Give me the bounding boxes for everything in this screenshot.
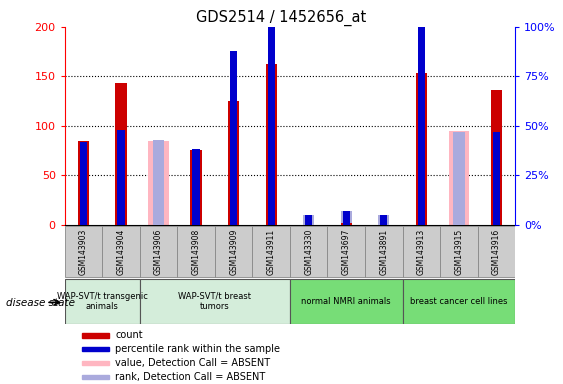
Text: rank, Detection Call = ABSENT: rank, Detection Call = ABSENT (115, 372, 266, 382)
Bar (140, 226, 177, 277)
Text: WAP-SVT/t breast
tumors: WAP-SVT/t breast tumors (178, 292, 251, 311)
Bar (290, 226, 328, 277)
Bar (415, 73, 427, 225)
Text: breast cancer cell lines: breast cancer cell lines (410, 297, 508, 306)
Text: count: count (115, 330, 143, 340)
Bar (102, 226, 140, 277)
Bar (403, 279, 515, 324)
Text: GSM143908: GSM143908 (191, 228, 200, 275)
Text: percentile rank within the sample: percentile rank within the sample (115, 344, 280, 354)
Text: GSM143909: GSM143909 (229, 228, 238, 275)
Bar (303, 215, 314, 225)
Bar (82, 347, 109, 351)
Bar (118, 130, 124, 225)
Bar (177, 226, 215, 277)
Bar (148, 141, 169, 225)
Bar (341, 211, 352, 225)
Text: GSM143903: GSM143903 (79, 228, 88, 275)
Bar (215, 226, 252, 277)
Text: WAP-SVT/t transgenic
animals: WAP-SVT/t transgenic animals (57, 292, 148, 311)
Bar (343, 211, 350, 225)
Bar (230, 51, 237, 225)
Bar (477, 226, 515, 277)
Bar (78, 141, 89, 225)
Bar (290, 279, 403, 324)
Text: GSM143916: GSM143916 (492, 228, 501, 275)
Bar (328, 226, 365, 277)
Bar (115, 83, 127, 225)
Bar (365, 226, 403, 277)
Bar (267, 17, 275, 225)
Bar (252, 226, 290, 277)
Bar (82, 361, 109, 365)
Text: value, Detection Call = ABSENT: value, Detection Call = ABSENT (115, 358, 271, 368)
Text: disease state: disease state (6, 298, 75, 308)
Bar (341, 223, 352, 225)
Bar (80, 142, 87, 225)
Text: GSM143915: GSM143915 (454, 228, 463, 275)
Bar (378, 215, 390, 225)
Bar (403, 226, 440, 277)
Text: GSM143330: GSM143330 (304, 228, 313, 275)
Text: GSM143891: GSM143891 (379, 228, 388, 275)
Bar (305, 215, 312, 225)
Bar (440, 226, 477, 277)
Bar (491, 90, 502, 225)
Text: GSM143913: GSM143913 (417, 228, 426, 275)
Bar (418, 25, 425, 225)
Bar (82, 375, 109, 379)
Bar (65, 279, 140, 324)
Bar (449, 131, 469, 225)
Text: GDS2514 / 1452656_at: GDS2514 / 1452656_at (196, 10, 367, 26)
Text: GSM143904: GSM143904 (117, 228, 126, 275)
Bar (65, 226, 102, 277)
Bar (193, 149, 200, 225)
Bar (140, 279, 290, 324)
Bar (82, 333, 109, 338)
Bar (266, 65, 277, 225)
Text: GSM143911: GSM143911 (267, 228, 276, 275)
Bar (228, 101, 239, 225)
Bar (153, 140, 164, 225)
Bar (453, 132, 464, 225)
Text: normal NMRI animals: normal NMRI animals (301, 297, 391, 306)
Bar (190, 151, 202, 225)
Bar (380, 215, 387, 225)
Text: GSM143906: GSM143906 (154, 228, 163, 275)
Bar (493, 132, 500, 225)
Text: GSM143697: GSM143697 (342, 228, 351, 275)
